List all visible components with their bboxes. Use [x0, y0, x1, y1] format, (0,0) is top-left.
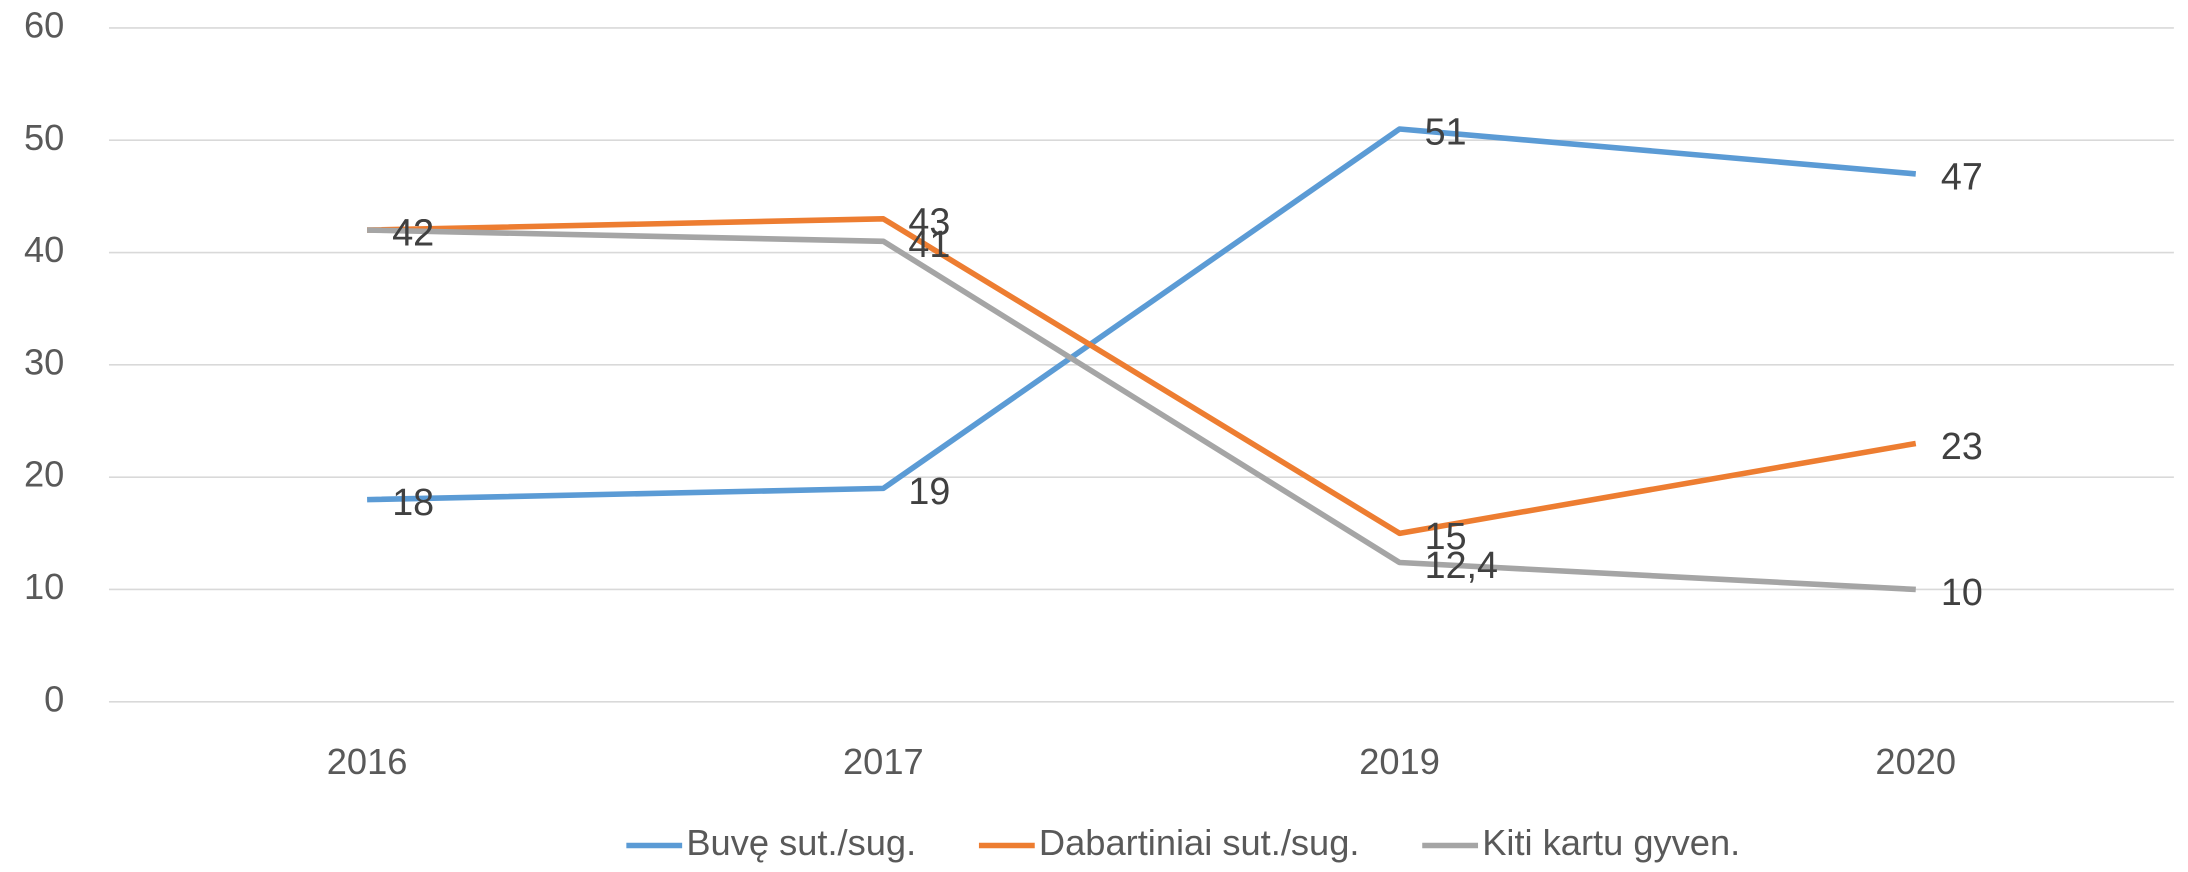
data-label: 19: [908, 470, 950, 512]
legend-label: Buvę sut./sug.: [686, 822, 916, 863]
y-tick-label: 40: [24, 229, 64, 270]
legend-label: Dabartiniai sut./sug.: [1039, 822, 1360, 863]
data-label: 12,4: [1425, 544, 1498, 586]
y-tick-label: 10: [24, 566, 64, 607]
data-label: 23: [1941, 425, 1983, 467]
x-tick-label: 2019: [1359, 741, 1440, 782]
y-tick-label: 50: [24, 117, 64, 158]
data-label: 42: [392, 212, 434, 254]
data-label: 42: [392, 212, 434, 254]
series-line: [367, 227, 1916, 593]
data-label: 18: [392, 481, 434, 523]
x-tick-label: 2016: [327, 741, 408, 782]
x-tick-label: 2020: [1875, 741, 1956, 782]
y-tick-label: 30: [24, 341, 64, 382]
y-tick-label: 0: [44, 678, 64, 719]
data-label: 43: [908, 200, 950, 242]
y-tick-label: 60: [24, 4, 64, 45]
x-tick-label: 2017: [843, 741, 924, 782]
data-label: 51: [1425, 111, 1467, 153]
data-label: 10: [1941, 571, 1983, 613]
legend-label: Kiti kartu gyven.: [1482, 822, 1740, 863]
data-label: 41: [908, 223, 950, 265]
data-label: 47: [1941, 155, 1983, 197]
series-line: [367, 216, 1917, 537]
y-tick-label: 20: [24, 454, 64, 495]
data-label: 15: [1425, 515, 1467, 557]
series-line: [367, 126, 1917, 503]
